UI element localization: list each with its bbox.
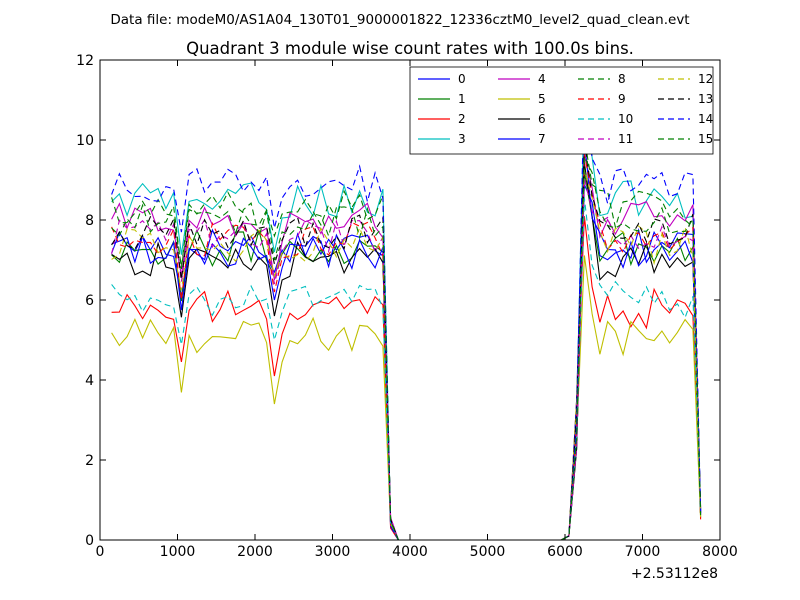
x-tick-label: 4000 <box>392 544 428 560</box>
legend-label-8: 8 <box>618 72 626 86</box>
chart-title: Quadrant 3 module wise count rates with … <box>186 39 634 58</box>
legend-box <box>409 66 714 155</box>
series-line-15 <box>111 156 702 540</box>
series-line-2 <box>111 216 702 540</box>
y-tick-label: 0 <box>85 533 94 549</box>
legend-label-7: 7 <box>538 132 546 146</box>
legend-label-11: 11 <box>618 132 633 146</box>
series-line-13 <box>111 141 702 540</box>
y-tick-label: 12 <box>76 53 94 69</box>
series-line-5 <box>111 255 702 540</box>
series-line-7 <box>111 138 702 540</box>
x-offset-label: +2.53112e8 <box>631 566 718 582</box>
y-tick-label: 4 <box>85 373 94 389</box>
x-tick-label: 6000 <box>547 544 583 560</box>
series-line-3 <box>111 91 702 540</box>
chart-suptitle: Data file: modeM0/AS1A04_130T01_90000018… <box>110 12 689 28</box>
x-tick-label: 7000 <box>625 544 661 560</box>
legend-label-14: 14 <box>698 112 713 126</box>
series-line-11 <box>111 177 702 540</box>
legend-label-5: 5 <box>538 92 546 106</box>
legend-label-2: 2 <box>458 112 466 126</box>
x-tick-label: 3000 <box>315 544 351 560</box>
x-tick-label: 8000 <box>702 544 738 560</box>
x-tick-label: 5000 <box>470 544 506 560</box>
x-tick-label: 1000 <box>160 544 196 560</box>
legend-label-0: 0 <box>458 72 466 86</box>
y-tick-label: 2 <box>85 453 94 469</box>
legend-label-9: 9 <box>618 92 626 106</box>
y-tick-label: 10 <box>76 133 94 149</box>
x-tick-label: 2000 <box>237 544 273 560</box>
legend-label-12: 12 <box>698 72 713 86</box>
legend-label-15: 15 <box>698 132 713 146</box>
legend-label-13: 13 <box>698 92 713 106</box>
series-line-14 <box>111 77 702 540</box>
series-line-6 <box>111 163 702 540</box>
series-line-1 <box>111 172 702 540</box>
axis-ticks: 0 1000 2000 3000 4000 5000 6000 7000 80000246810… <box>76 53 738 560</box>
legend-label-10: 10 <box>618 112 633 126</box>
series-line-12 <box>111 169 702 540</box>
legend-label-4: 4 <box>538 72 546 86</box>
series-layer <box>111 77 702 540</box>
y-tick-label: 8 <box>85 213 94 229</box>
legend-label-6: 6 <box>538 112 546 126</box>
series-line-8 <box>111 138 702 540</box>
series-line-9 <box>111 154 702 540</box>
legend-label-3: 3 <box>458 132 466 146</box>
legend-label-1: 1 <box>458 92 466 106</box>
x-tick-label: 0 <box>96 544 105 560</box>
y-tick-label: 6 <box>85 293 94 309</box>
